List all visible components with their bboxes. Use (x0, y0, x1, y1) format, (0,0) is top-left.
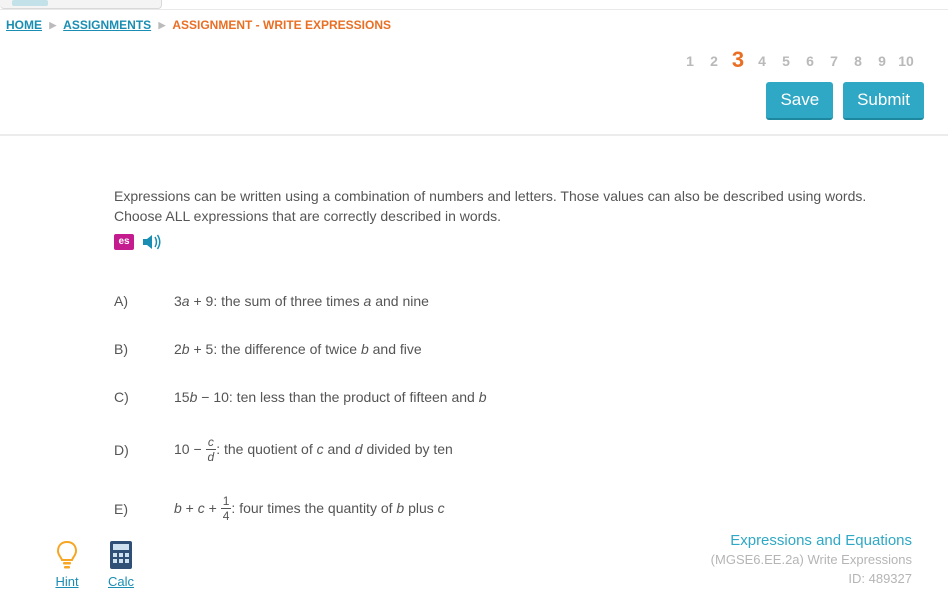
pager-question-5[interactable]: 5 (774, 53, 798, 69)
breadcrumb-current: ASSIGNMENT - WRITE EXPRESSIONS (172, 18, 391, 32)
action-button-row: Save Submit (0, 72, 948, 134)
pager-question-7[interactable]: 7 (822, 53, 846, 69)
option-expression: 10 − cd: the quotient of c and d divided… (174, 437, 453, 464)
option-letter: E) (114, 501, 174, 517)
breadcrumb-sep-icon: ▶ (155, 20, 170, 31)
question-meta: Expressions and Equations (MGSE6.EE.2a) … (711, 530, 912, 589)
question-content: Expressions can be written using a combi… (0, 136, 948, 523)
question-pager: 12345678910 (678, 46, 918, 72)
meta-id: ID: 489327 (711, 570, 912, 589)
logo-sliver (12, 0, 48, 6)
top-frame-stub (0, 0, 948, 10)
pager-question-6[interactable]: 6 (798, 53, 822, 69)
option-expression: 15b − 10: ten less than the product of f… (174, 389, 487, 405)
meta-standard: (MGSE6.EE.2a) Write Expressions (711, 551, 912, 570)
answer-option-b[interactable]: B)2b + 5: the difference of twice b and … (114, 341, 918, 357)
answer-option-a[interactable]: A)3a + 9: the sum of three times a and n… (114, 293, 918, 309)
spanish-toggle-icon[interactable]: es (114, 234, 134, 250)
option-letter: A) (114, 293, 174, 309)
calc-label: Calc (108, 574, 134, 589)
pager-question-4[interactable]: 4 (750, 53, 774, 69)
pager-question-2[interactable]: 2 (702, 53, 726, 69)
pager-question-3[interactable]: 3 (726, 47, 750, 73)
pager-question-9[interactable]: 9 (870, 53, 894, 69)
option-letter: D) (114, 442, 174, 458)
option-letter: B) (114, 341, 174, 357)
breadcrumb: HOME ▶ ASSIGNMENTS ▶ ASSIGNMENT - WRITE … (0, 10, 948, 42)
calculator-button[interactable]: Calc (108, 540, 134, 589)
pager-question-1[interactable]: 1 (678, 53, 702, 69)
read-aloud-icon[interactable] (142, 233, 164, 251)
answer-option-d[interactable]: D)10 − cd: the quotient of c and d divid… (114, 437, 918, 464)
submit-button[interactable]: Submit (843, 82, 924, 120)
option-expression: b + c + 14: four times the quantity of b… (174, 496, 445, 523)
option-expression: 2b + 5: the difference of twice b and fi… (174, 341, 422, 357)
option-letter: C) (114, 389, 174, 405)
meta-topic: Expressions and Equations (711, 530, 912, 552)
option-expression: 3a + 9: the sum of three times a and nin… (174, 293, 429, 309)
breadcrumb-sep-icon: ▶ (45, 20, 60, 31)
hint-label: Hint (54, 574, 80, 589)
footer-bar: Hint Calc Expressions and Equations (MGS… (0, 530, 948, 589)
answer-options-list: A)3a + 9: the sum of three times a and n… (114, 293, 918, 523)
question-tool-row: es (114, 233, 918, 251)
pager-question-8[interactable]: 8 (846, 53, 870, 69)
pager-question-10[interactable]: 10 (894, 53, 918, 69)
footer-tool-group: Hint Calc (54, 540, 134, 589)
question-pager-row: 12345678910 (0, 42, 948, 72)
breadcrumb-assignments-link[interactable]: ASSIGNMENTS (63, 18, 151, 32)
save-button[interactable]: Save (766, 82, 833, 120)
breadcrumb-home-link[interactable]: HOME (6, 18, 42, 32)
answer-option-e[interactable]: E)b + c + 14: four times the quantity of… (114, 496, 918, 523)
answer-option-c[interactable]: C)15b − 10: ten less than the product of… (114, 389, 918, 405)
question-prompt: Expressions can be written using a combi… (114, 186, 914, 227)
hint-button[interactable]: Hint (54, 540, 80, 589)
